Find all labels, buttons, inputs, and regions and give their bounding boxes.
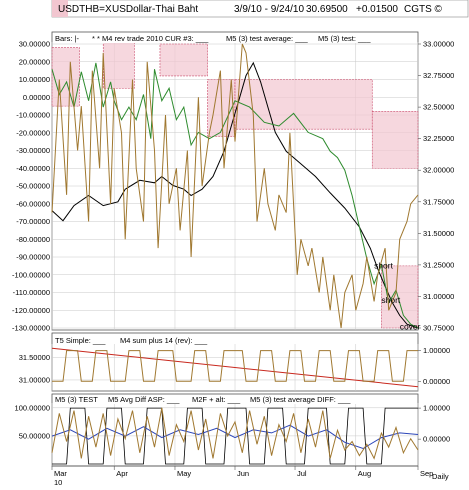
signal-box [234, 79, 373, 130]
left-tick-label: 100.00000 [15, 403, 50, 412]
right-tick-label: 32.25000 [423, 134, 454, 143]
left-tick-label: 10.00000 [19, 75, 50, 84]
bottom-left-axis: 100.00000 50.00000 [15, 403, 50, 440]
middle-legend: T5 Simple: ___ M4 sum plus 14 (rev): ___ [55, 336, 208, 345]
legend-bars: Bars: |- [55, 34, 80, 43]
left-tick-label: -10.00000 [16, 111, 50, 120]
main-right-axis: 33.00000 32.75000 32.50000 32.25000 32.00000… [418, 40, 454, 333]
x-tick-label: Jun [237, 469, 249, 478]
x-tick-label: May [177, 469, 191, 478]
left-tick-label: 30.00000 [19, 40, 50, 49]
x-tick-label: Aug [358, 469, 371, 478]
trade-annotation: short [374, 261, 394, 271]
right-tick-label: 0.00000 [423, 435, 450, 444]
legend-m5-test-average: M5 (3) test average: ___ [226, 34, 309, 43]
main-legend: Bars: |- * * M4 rev trade 2010 CUR #3: _… [53, 33, 415, 43]
series-step_black [52, 407, 418, 465]
bottom-series [51, 407, 419, 465]
series-trend [51, 347, 419, 388]
signal-box [159, 43, 208, 77]
series-osc_bottom [51, 407, 419, 460]
right-tick-label: 32.00000 [423, 166, 454, 175]
trade-annotation: short [381, 295, 401, 305]
left-tick-label: -50.00000 [16, 182, 50, 191]
x-axis: Mar Apr May Jun Jul Aug Sep [51, 466, 433, 478]
middle-series [51, 347, 419, 388]
vendor: CGTS © [404, 4, 443, 15]
legend-m5-test: M5 (3) test: ___ [318, 34, 371, 43]
series-indicator [51, 62, 419, 329]
left-tick-label: -60.00000 [16, 199, 50, 208]
right-tick-label: 31.00000 [423, 292, 454, 301]
legend-m4-rev: * * M4 rev trade 2010 CUR #3: ___ [92, 34, 209, 43]
right-tick-label: 1.00000 [423, 346, 450, 355]
series-oscillator [51, 43, 419, 329]
main-series [51, 43, 419, 329]
left-tick-label: -70.00000 [16, 217, 50, 226]
signal-box [51, 47, 80, 107]
left-tick-label: -120.00000 [12, 306, 50, 315]
right-tick-label: 31.25000 [423, 260, 454, 269]
trade-annotations: short short cover [374, 261, 421, 332]
right-tick-label: 30.75000 [423, 324, 454, 333]
left-tick-label: -130.00000 [12, 324, 50, 333]
left-tick-label: -100.00000 [12, 270, 50, 279]
series-step [52, 350, 418, 382]
right-tick-label: 31.75000 [423, 197, 454, 206]
instrument-name: USDollar-Thai Baht [112, 4, 198, 15]
left-tick-label: -80.00000 [16, 235, 50, 244]
left-tick-label: -20.00000 [16, 128, 50, 137]
right-tick-label: 31.50000 [423, 229, 454, 238]
date-range: 3/9/10 - 9/24/10 [234, 4, 304, 15]
left-tick-label: 50.00000 [19, 431, 50, 440]
right-tick-label: 0.00000 [423, 377, 450, 386]
left-tick-label: -90.00000 [16, 253, 50, 262]
legend-m2f-alt: M2F + alt: ___ [192, 395, 241, 404]
right-tick-label: 1.00000 [423, 404, 450, 413]
left-tick-label: 31.50000 [19, 353, 50, 362]
left-tick-label: -40.00000 [16, 164, 50, 173]
x-tick-label: Sep [420, 469, 433, 478]
middle-left-axis: 31.50000 31.00000 [19, 353, 50, 385]
signal-boxes [51, 33, 419, 329]
right-tick-label: 32.50000 [423, 103, 454, 112]
left-tick-label: 31.00000 [19, 375, 50, 384]
left-tick-label: -30.00000 [16, 146, 50, 155]
trade-annotation: cover [400, 321, 421, 331]
symbol: USDTHB=X [58, 4, 112, 15]
bottom-right-axis: 1.00000 0.00000 [418, 404, 450, 444]
bottom-legend: M5 (3) TEST M5 Avg Diff ASP: ___ M2F + a… [53, 395, 393, 404]
chart-header: USDTHB=X USDollar-Thai Baht 3/9/10 - 9/2… [51, 0, 469, 18]
x-tick-label: Jul [297, 469, 307, 478]
x-tick-label: Mar [54, 469, 67, 478]
signal-box [102, 33, 135, 89]
legend-m5-test-avg-diff: M5 (3) test average DIFF: ___ [250, 395, 351, 404]
series-diff [51, 424, 419, 450]
left-tick-label: -110.00000 [13, 288, 50, 297]
legend-m5-avg-diff: M5 Avg Diff ASP: ___ [108, 395, 180, 404]
legend-m5-test-upper: M5 (3) TEST [55, 395, 98, 404]
left-tick-label: 0.00000 [23, 93, 50, 102]
right-tick-label: 32.75000 [423, 71, 454, 80]
legend-t5-simple: T5 Simple: ___ [55, 336, 106, 345]
x-tick-label: Apr [116, 469, 128, 478]
middle-right-axis: 1.00000 0.00000 [418, 346, 450, 386]
price-change: +0.01500 [356, 4, 398, 15]
period-label: Daily [432, 472, 449, 481]
legend-m4-sum: M4 sum plus 14 (rev): ___ [120, 336, 208, 345]
year-label: 10 [54, 478, 62, 487]
main-left-axis: 30.00000 20.00000 10.00000 0.00000 -10.00000… [12, 40, 50, 333]
left-tick-label: 20.00000 [19, 57, 50, 66]
last-price: 30.69500 [306, 4, 348, 15]
right-tick-label: 33.00000 [423, 40, 454, 49]
signal-box [371, 111, 419, 169]
